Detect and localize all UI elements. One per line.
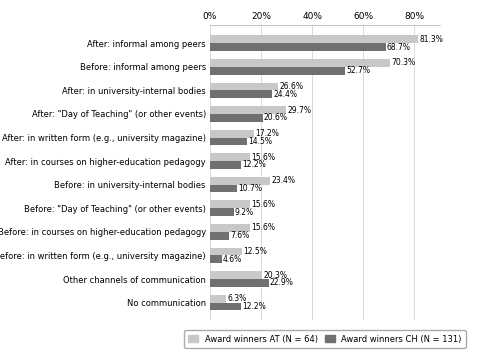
- Text: 20.6%: 20.6%: [264, 113, 288, 122]
- Bar: [210, 232, 230, 240]
- Text: 23.4%: 23.4%: [271, 176, 295, 185]
- Text: 22.9%: 22.9%: [270, 278, 293, 288]
- Text: 20.3%: 20.3%: [263, 271, 287, 280]
- Bar: [210, 224, 250, 232]
- Bar: [210, 138, 247, 145]
- Bar: [210, 185, 238, 193]
- Bar: [210, 161, 241, 169]
- Bar: [210, 90, 272, 98]
- Text: 24.4%: 24.4%: [274, 90, 297, 99]
- Bar: [210, 208, 234, 216]
- Bar: [210, 248, 242, 256]
- Bar: [210, 83, 278, 90]
- Text: 10.7%: 10.7%: [238, 184, 262, 193]
- Bar: [210, 106, 286, 114]
- Bar: [210, 271, 262, 279]
- Legend: Award winners AT (N = 64), Award winners CH (N = 131): Award winners AT (N = 64), Award winners…: [184, 331, 466, 348]
- Bar: [210, 256, 222, 263]
- Text: 12.2%: 12.2%: [242, 302, 266, 311]
- Text: 6.3%: 6.3%: [228, 294, 246, 303]
- Bar: [210, 114, 262, 122]
- Text: 26.6%: 26.6%: [280, 82, 303, 91]
- Bar: [210, 279, 268, 287]
- Bar: [210, 302, 241, 310]
- Text: 52.7%: 52.7%: [346, 66, 370, 75]
- Text: 15.6%: 15.6%: [251, 223, 275, 233]
- Text: 12.2%: 12.2%: [242, 161, 266, 170]
- Bar: [210, 43, 386, 51]
- Bar: [210, 295, 226, 302]
- Bar: [210, 59, 390, 67]
- Text: 14.5%: 14.5%: [248, 137, 272, 146]
- Text: 4.6%: 4.6%: [223, 255, 242, 264]
- Text: 70.3%: 70.3%: [391, 58, 415, 67]
- Bar: [210, 67, 344, 75]
- Bar: [210, 130, 254, 138]
- Text: 17.2%: 17.2%: [255, 129, 279, 138]
- Bar: [210, 201, 250, 208]
- Text: 29.7%: 29.7%: [287, 106, 311, 115]
- Text: 7.6%: 7.6%: [230, 231, 250, 240]
- Text: 15.6%: 15.6%: [251, 153, 275, 162]
- Bar: [210, 177, 270, 185]
- Bar: [210, 153, 250, 161]
- Bar: [210, 35, 418, 43]
- Text: 81.3%: 81.3%: [419, 35, 443, 44]
- Text: 9.2%: 9.2%: [235, 208, 254, 217]
- Text: 68.7%: 68.7%: [387, 43, 411, 52]
- Text: 15.6%: 15.6%: [251, 200, 275, 209]
- Text: 12.5%: 12.5%: [243, 247, 267, 256]
